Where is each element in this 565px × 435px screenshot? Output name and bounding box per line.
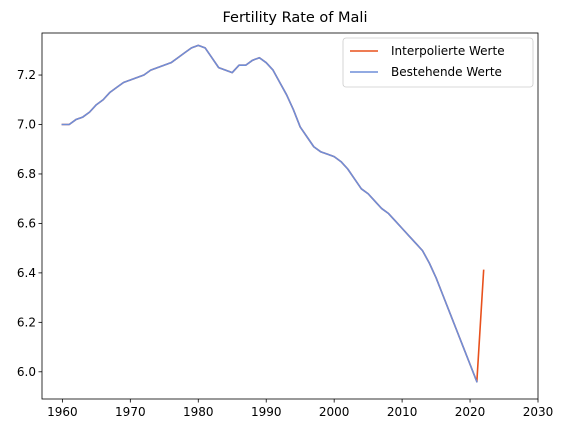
y-axis: 6.0 6.2 6.4 6.6 6.8 7.0 7.2 [17, 68, 42, 379]
x-tick-label: 1980 [183, 405, 214, 419]
plot-frame [41, 32, 539, 400]
y-tick-label: 7.0 [17, 118, 36, 132]
series-line-existing [61, 44, 478, 383]
x-tick-label: 1960 [47, 405, 78, 419]
x-axis: 1960 1970 1980 1990 2000 2010 2020 2030 [47, 399, 553, 419]
x-tick-label: 1990 [251, 405, 282, 419]
legend: Interpolierte Werte Bestehende Werte [342, 37, 534, 88]
x-tick-label: 1970 [115, 405, 146, 419]
y-tick-label: 6.2 [17, 315, 36, 329]
series-layer [61, 44, 485, 383]
legend-label: Bestehende Werte [391, 65, 502, 79]
x-tick-label: 2010 [387, 405, 418, 419]
y-tick-label: 6.6 [17, 216, 36, 230]
chart-title: Fertility Rate of Mali [223, 10, 368, 26]
x-tick-label: 2030 [523, 405, 554, 419]
y-tick-label: 6.4 [17, 266, 36, 280]
y-tick-label: 6.8 [17, 167, 36, 181]
y-tick-label: 7.2 [17, 68, 36, 82]
plot-area [42, 33, 538, 399]
legend-box [342, 37, 534, 88]
x-tick-label: 2020 [455, 405, 486, 419]
y-tick-label: 6.0 [17, 365, 36, 379]
legend-label: Interpolierte Werte [391, 44, 505, 58]
x-tick-label: 2000 [319, 405, 350, 419]
